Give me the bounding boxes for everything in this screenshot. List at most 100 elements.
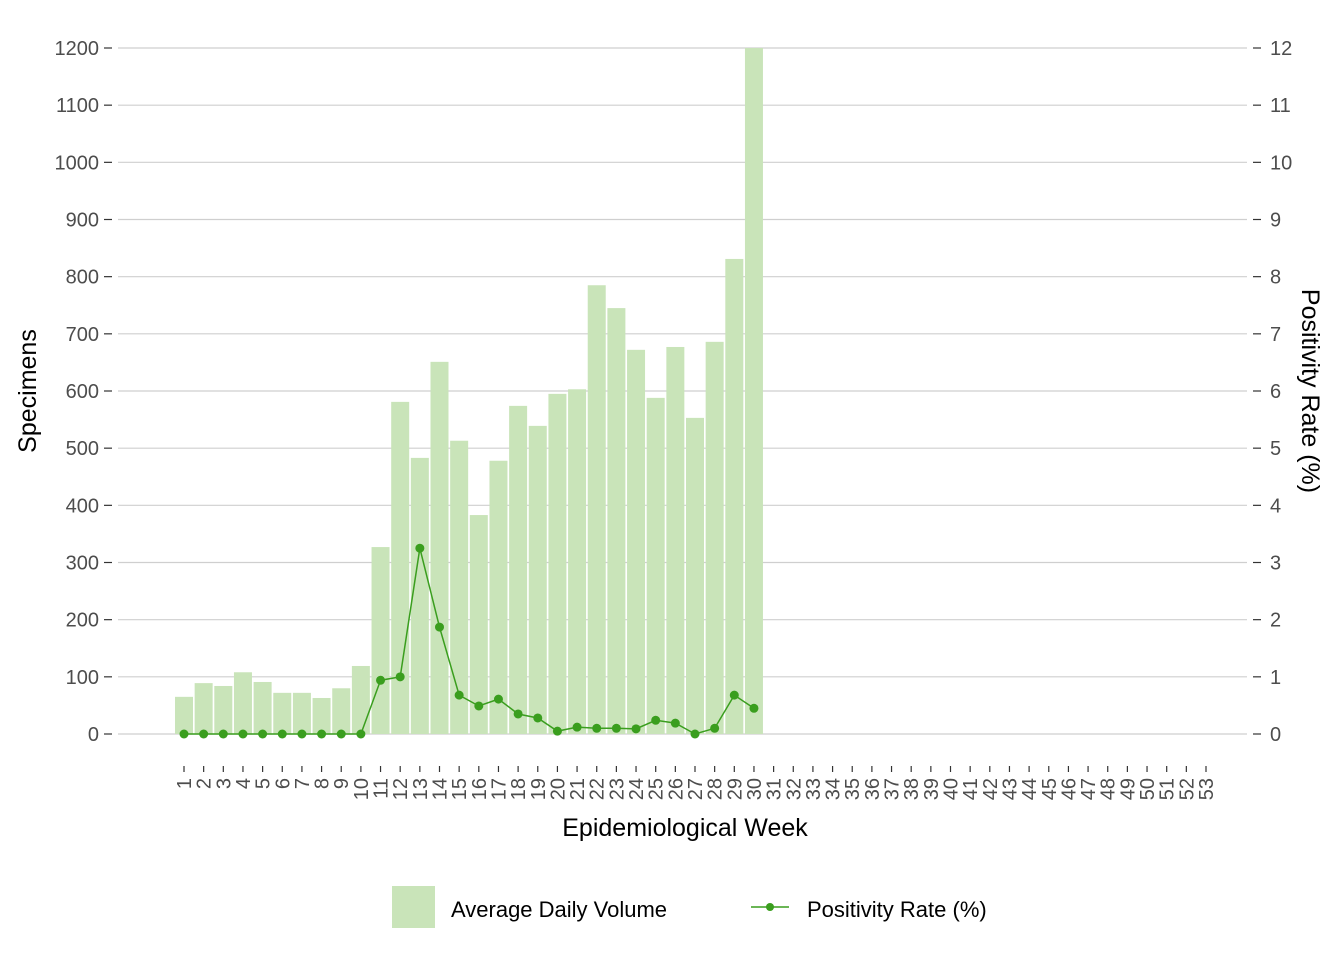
x-tick-label: 52 — [1176, 778, 1198, 800]
point-week-9 — [336, 729, 346, 739]
x-tick-label: 48 — [1098, 778, 1120, 800]
legend-label-volume: Average Daily Volume — [451, 897, 667, 922]
y-tick-label: 600 — [66, 381, 99, 403]
point-week-15 — [454, 690, 464, 700]
x-tick-label: 26 — [665, 778, 687, 800]
point-week-8 — [317, 729, 327, 739]
bar-week-25 — [646, 397, 665, 734]
point-week-19 — [533, 713, 543, 723]
bar-week-6 — [273, 692, 292, 734]
x-tick-label: 1 — [174, 778, 196, 789]
x-tick-label: 13 — [410, 778, 432, 800]
bar-week-17 — [489, 460, 508, 734]
bar-week-15 — [450, 440, 469, 734]
point-week-27 — [690, 729, 700, 739]
bar-week-26 — [666, 346, 685, 734]
x-tick-label: 14 — [430, 778, 452, 800]
point-week-2 — [199, 729, 209, 739]
y-axis-title: Specimens — [14, 329, 42, 453]
y-axis-right-title: Positivity Rate (%) — [1296, 289, 1324, 493]
bar-week-22 — [587, 285, 606, 734]
x-tick-label: 30 — [744, 778, 766, 800]
bar-week-16 — [469, 515, 488, 734]
x-tick-label: 42 — [980, 778, 1002, 800]
point-week-23 — [611, 723, 621, 733]
x-tick-label: 18 — [508, 778, 530, 800]
point-week-4 — [238, 729, 248, 739]
x-tick-label: 23 — [606, 778, 628, 800]
x-tick-label: 16 — [469, 778, 491, 800]
x-tick-label: 53 — [1196, 778, 1218, 800]
x-tick-label: 46 — [1058, 778, 1080, 800]
legend-label-positivity: Positivity Rate (%) — [807, 897, 987, 922]
point-week-14 — [435, 622, 444, 632]
x-tick-label: 24 — [626, 778, 648, 800]
bar-week-20 — [548, 393, 567, 734]
x-tick-label: 4 — [233, 778, 255, 789]
y-right-tick-label: 11 — [1270, 95, 1291, 117]
y-tick-label: 300 — [66, 553, 99, 575]
bar-week-18 — [509, 405, 528, 734]
bar-week-28 — [705, 341, 724, 734]
bar-week-30 — [744, 48, 763, 734]
x-tick-label: 40 — [941, 778, 963, 800]
bar-week-5 — [253, 681, 272, 734]
bar-week-29 — [725, 258, 744, 734]
x-tick-label: 37 — [882, 778, 904, 800]
bar-week-4 — [233, 672, 252, 734]
bar-week-10 — [351, 665, 370, 734]
x-tick-label: 10 — [351, 778, 373, 800]
x-tick-label: 5 — [253, 778, 275, 789]
x-tick-label: 3 — [213, 778, 235, 789]
x-tick-label: 25 — [646, 778, 668, 800]
y-right-tick-label: 3 — [1270, 553, 1281, 575]
x-tick-label: 8 — [312, 778, 334, 789]
point-week-13 — [415, 543, 425, 553]
point-week-30 — [749, 703, 759, 713]
bar-week-3 — [214, 685, 233, 734]
bar-week-11 — [371, 547, 390, 734]
legend-swatch-volume — [392, 886, 435, 928]
y-tick-label: 0 — [88, 724, 99, 746]
point-week-12 — [395, 672, 405, 682]
x-tick-label: 39 — [921, 778, 943, 800]
point-week-6 — [277, 729, 287, 739]
x-tick-label: 22 — [587, 778, 609, 800]
point-week-24 — [631, 724, 641, 734]
x-tick-label: 7 — [292, 778, 314, 789]
x-tick-label: 20 — [547, 778, 569, 800]
x-tick-label: 6 — [272, 778, 294, 789]
axes: 0100200300400500600700800900100011001200… — [55, 38, 1293, 800]
y-tick-label: 700 — [66, 324, 99, 346]
x-tick-label: 49 — [1117, 778, 1139, 800]
bar-week-24 — [627, 349, 646, 734]
point-week-11 — [376, 675, 386, 685]
y-right-tick-label: 7 — [1270, 324, 1281, 346]
x-tick-label: 11 — [371, 778, 393, 799]
point-week-18 — [513, 709, 523, 719]
x-tick-label: 45 — [1039, 778, 1061, 800]
y-right-tick-label: 4 — [1270, 495, 1281, 517]
x-tick-label: 32 — [783, 778, 805, 800]
point-week-17 — [493, 694, 503, 704]
point-week-10 — [356, 729, 366, 739]
point-week-16 — [474, 701, 484, 711]
y-tick-label: 200 — [66, 610, 99, 632]
x-tick-label: 44 — [1019, 778, 1041, 800]
x-tick-label: 12 — [390, 778, 412, 800]
point-week-29 — [729, 690, 739, 700]
bar-week-9 — [332, 688, 351, 734]
bar-week-21 — [568, 389, 587, 734]
bars — [175, 48, 763, 734]
bar-week-13 — [410, 457, 429, 734]
point-week-3 — [218, 729, 228, 739]
y-right-tick-label: 0 — [1270, 724, 1281, 746]
y-tick-label: 400 — [66, 495, 99, 517]
point-week-26 — [670, 718, 680, 728]
bar-week-19 — [528, 425, 547, 734]
x-tick-label: 17 — [488, 778, 510, 800]
x-tick-label: 50 — [1137, 778, 1159, 800]
y-right-tick-label: 5 — [1270, 438, 1281, 460]
x-tick-label: 21 — [567, 778, 589, 800]
